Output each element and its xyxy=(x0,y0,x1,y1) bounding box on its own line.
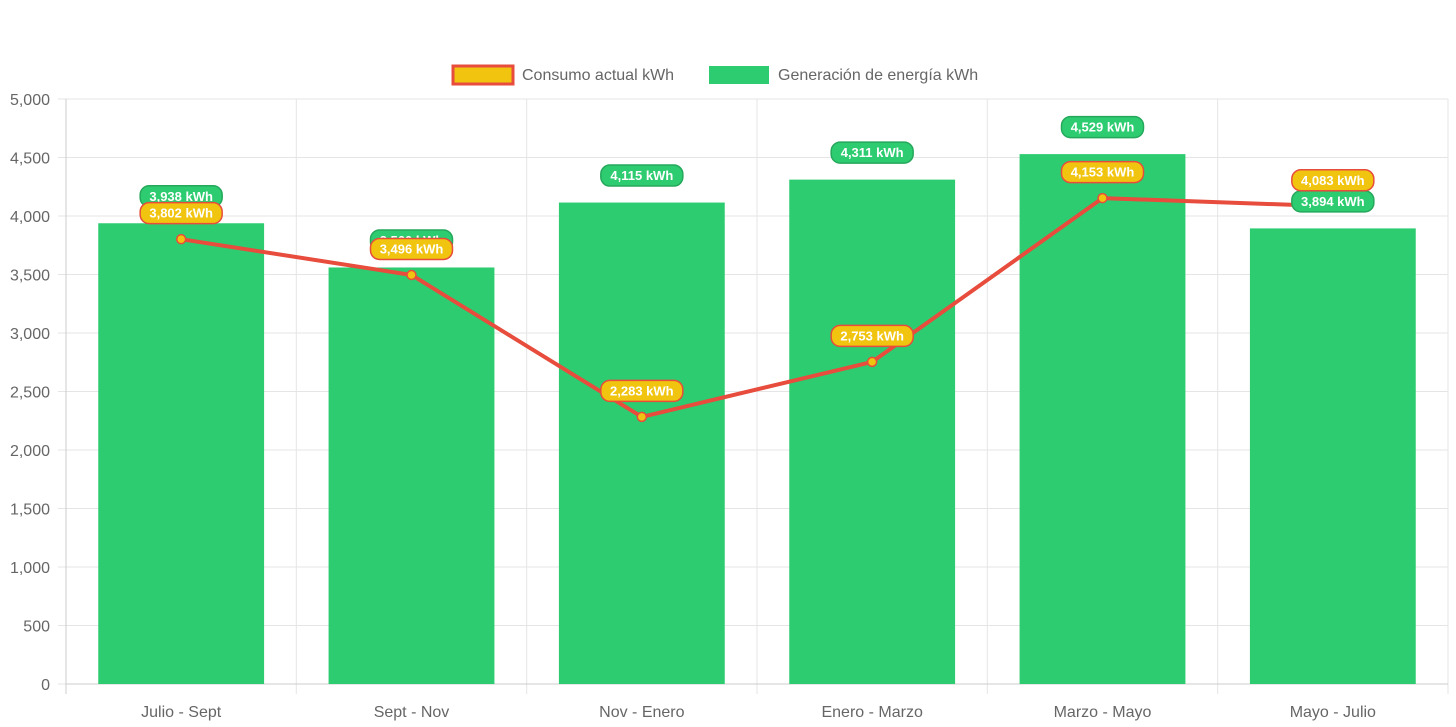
point-consumo[interactable] xyxy=(636,411,648,423)
line-value-label-text: 2,753 kWh xyxy=(840,328,904,343)
line-value-label-text: 4,083 kWh xyxy=(1301,173,1365,188)
line-consumo xyxy=(180,196,1333,419)
legend-item-consumo[interactable]: Consumo actual kWh xyxy=(451,64,674,86)
legend-item-generacion[interactable]: Generación de energía kWh xyxy=(709,66,978,84)
line-value-label-bg xyxy=(830,324,914,348)
y-tick-label: 0 xyxy=(41,677,50,694)
bar-series xyxy=(98,154,1416,685)
bar-value-label-bg xyxy=(600,164,684,187)
y-tick-label: 4,500 xyxy=(10,151,50,168)
x-tick-label: Sept - Nov xyxy=(374,704,450,721)
bar-value-label-bg xyxy=(1060,115,1145,139)
bar-value-label: 4,311 kWh xyxy=(830,141,914,164)
line-value-label-bg xyxy=(139,201,223,225)
bar-value-label-bg xyxy=(830,141,914,164)
x-tick-label: Marzo - Mayo xyxy=(1054,704,1152,721)
bar-value-label: 4,115 kWh xyxy=(600,164,684,187)
bar-value-label-text: 4,115 kWh xyxy=(610,168,673,183)
y-tick-label: 1,500 xyxy=(10,502,50,519)
line-value-label: 3,496 kWh xyxy=(369,237,454,261)
grid xyxy=(58,98,1449,694)
y-tick-label: 5,000 xyxy=(10,92,50,109)
line-value-label-text: 3,496 kWh xyxy=(380,241,444,256)
bar-generacion[interactable] xyxy=(328,267,495,684)
x-tick-label: Nov - Enero xyxy=(599,704,684,721)
line-value-label: 2,753 kWh xyxy=(830,324,914,348)
line-value-label-text: 3,802 kWh xyxy=(149,206,213,221)
legend-swatch-generacion xyxy=(709,66,769,84)
legend-swatch-consumo xyxy=(451,64,515,86)
x-tick-label: Julio - Sept xyxy=(141,704,222,721)
point-consumo[interactable] xyxy=(1097,192,1108,204)
legend: Consumo actual kWh Generación de energía… xyxy=(451,64,978,86)
x-axis-ticks: Julio - Sept Sept - Nov Nov - Enero Enero -… xyxy=(141,704,1376,721)
y-tick-label: 3,000 xyxy=(10,326,50,343)
line-value-label-text: 2,283 kWh xyxy=(610,383,674,398)
bar-value-label-text: 4,311 kWh xyxy=(841,145,904,160)
line-value-label-text: 4,153 kWh xyxy=(1071,165,1135,180)
y-tick-label: 2,500 xyxy=(10,385,50,402)
y-tick-label: 1,000 xyxy=(10,560,50,577)
bar-value-label: 4,529 kWh xyxy=(1060,115,1145,139)
bar-value-label-text: 4,529 kWh xyxy=(1071,120,1135,135)
bar-generacion[interactable] xyxy=(558,202,725,685)
x-tick-label: Enero - Marzo xyxy=(821,704,922,721)
line-value-label-bg xyxy=(1060,160,1145,184)
x-tick-label: Mayo - Julio xyxy=(1290,704,1376,721)
bar-generacion[interactable] xyxy=(1249,228,1416,685)
bar-value-label-text: 3,894 kWh xyxy=(1301,194,1365,209)
y-tick-label: 500 xyxy=(23,619,50,636)
line-value-label-bg xyxy=(1291,169,1375,192)
bar-value-label-text: 3,938 kWh xyxy=(149,189,213,204)
y-tick-label: 4,000 xyxy=(10,209,50,226)
point-consumo[interactable] xyxy=(406,269,417,281)
line-value-label: 4,083 kWh xyxy=(1291,169,1375,192)
line-series xyxy=(175,192,1339,423)
line-value-label-bg xyxy=(600,379,684,403)
bar-value-label: 3,894 kWh xyxy=(1291,190,1375,213)
point-consumo[interactable] xyxy=(175,233,187,245)
point-consumo[interactable] xyxy=(866,356,878,368)
y-tick-label: 3,500 xyxy=(10,268,50,285)
bar-generacion[interactable] xyxy=(98,223,265,684)
bar-generacion[interactable] xyxy=(789,179,956,684)
line-value-label: 2,283 kWh xyxy=(600,379,684,403)
line-value-label-bg xyxy=(369,237,454,261)
y-tick-label: 2,000 xyxy=(10,443,50,460)
y-axis-ticks: 0 500 1,000 1,500 2,000 2,500 3,000 3,500 4,000 4… xyxy=(10,92,50,694)
legend-label-generacion: Generación de energía kWh xyxy=(778,67,978,84)
line-value-label: 3,802 kWh xyxy=(139,201,223,225)
bar-generacion[interactable] xyxy=(1019,154,1186,684)
line-value-label: 4,153 kWh xyxy=(1060,160,1145,184)
legend-label-consumo: Consumo actual kWh xyxy=(522,67,674,84)
